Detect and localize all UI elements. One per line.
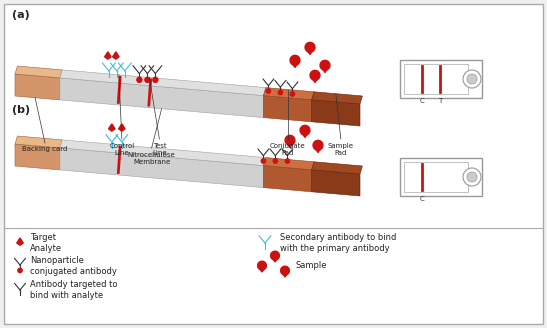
Circle shape bbox=[145, 77, 150, 82]
Polygon shape bbox=[258, 261, 266, 270]
Polygon shape bbox=[292, 62, 299, 68]
Polygon shape bbox=[315, 147, 322, 153]
Circle shape bbox=[467, 74, 477, 84]
Polygon shape bbox=[306, 49, 314, 54]
Text: Sample: Sample bbox=[295, 261, 327, 271]
Polygon shape bbox=[281, 266, 289, 275]
Polygon shape bbox=[60, 140, 266, 166]
Text: Sample
Pad: Sample Pad bbox=[328, 143, 354, 156]
Polygon shape bbox=[147, 78, 152, 107]
Circle shape bbox=[266, 89, 271, 93]
Polygon shape bbox=[312, 170, 360, 196]
FancyBboxPatch shape bbox=[400, 60, 482, 98]
Polygon shape bbox=[264, 95, 312, 122]
Polygon shape bbox=[15, 66, 62, 78]
Polygon shape bbox=[60, 148, 264, 188]
Polygon shape bbox=[15, 144, 60, 170]
Circle shape bbox=[278, 90, 283, 95]
Polygon shape bbox=[259, 267, 265, 272]
FancyBboxPatch shape bbox=[404, 162, 468, 192]
Polygon shape bbox=[117, 76, 121, 104]
Text: Antibody targeted to
bind with analyte: Antibody targeted to bind with analyte bbox=[30, 280, 118, 300]
Polygon shape bbox=[310, 70, 320, 80]
Polygon shape bbox=[272, 257, 278, 262]
Circle shape bbox=[137, 77, 142, 82]
Text: C: C bbox=[420, 98, 424, 104]
Polygon shape bbox=[320, 60, 330, 70]
Circle shape bbox=[285, 159, 289, 163]
Text: C: C bbox=[420, 196, 424, 202]
Polygon shape bbox=[305, 42, 315, 52]
Polygon shape bbox=[311, 77, 319, 83]
Text: Control
Line: Control Line bbox=[109, 143, 135, 156]
Polygon shape bbox=[285, 135, 295, 145]
Text: Nanoparticle
conjugated antibody: Nanoparticle conjugated antibody bbox=[30, 256, 117, 276]
Text: Nitrocellulose
Membrane: Nitrocellulose Membrane bbox=[128, 152, 176, 165]
Polygon shape bbox=[313, 140, 323, 150]
Text: Target
Analyte: Target Analyte bbox=[30, 233, 62, 253]
Polygon shape bbox=[264, 88, 314, 100]
Polygon shape bbox=[290, 55, 300, 65]
Polygon shape bbox=[15, 74, 60, 100]
Text: Conjugate
Pad: Conjugate Pad bbox=[270, 143, 305, 156]
Polygon shape bbox=[282, 272, 288, 277]
Text: (b): (b) bbox=[12, 105, 30, 115]
Text: Secondary antibody to bind
with the primary antibody: Secondary antibody to bind with the prim… bbox=[280, 233, 397, 253]
Polygon shape bbox=[271, 251, 280, 260]
Polygon shape bbox=[109, 124, 115, 131]
Text: Backing card: Backing card bbox=[22, 146, 68, 152]
Text: T: T bbox=[438, 98, 442, 104]
Circle shape bbox=[290, 92, 295, 96]
Circle shape bbox=[261, 159, 265, 163]
Polygon shape bbox=[104, 52, 111, 59]
Polygon shape bbox=[321, 67, 329, 72]
Text: Test
Line: Test Line bbox=[152, 143, 167, 156]
Polygon shape bbox=[300, 125, 310, 135]
Circle shape bbox=[18, 268, 22, 273]
Polygon shape bbox=[17, 238, 24, 245]
Polygon shape bbox=[60, 70, 266, 95]
Circle shape bbox=[467, 172, 477, 182]
Circle shape bbox=[274, 159, 277, 163]
Polygon shape bbox=[286, 142, 294, 148]
Polygon shape bbox=[312, 100, 360, 126]
Circle shape bbox=[463, 70, 481, 88]
Circle shape bbox=[153, 77, 158, 82]
Circle shape bbox=[463, 168, 481, 186]
Polygon shape bbox=[264, 157, 314, 170]
FancyBboxPatch shape bbox=[4, 4, 543, 324]
FancyBboxPatch shape bbox=[400, 158, 482, 196]
Polygon shape bbox=[312, 92, 363, 104]
Polygon shape bbox=[60, 78, 264, 118]
Polygon shape bbox=[117, 146, 121, 174]
Polygon shape bbox=[119, 124, 125, 131]
Polygon shape bbox=[301, 132, 309, 137]
Text: (a): (a) bbox=[12, 10, 30, 20]
Polygon shape bbox=[264, 166, 312, 192]
Polygon shape bbox=[312, 162, 363, 174]
FancyBboxPatch shape bbox=[404, 64, 468, 94]
Polygon shape bbox=[15, 136, 62, 148]
Polygon shape bbox=[113, 52, 119, 59]
